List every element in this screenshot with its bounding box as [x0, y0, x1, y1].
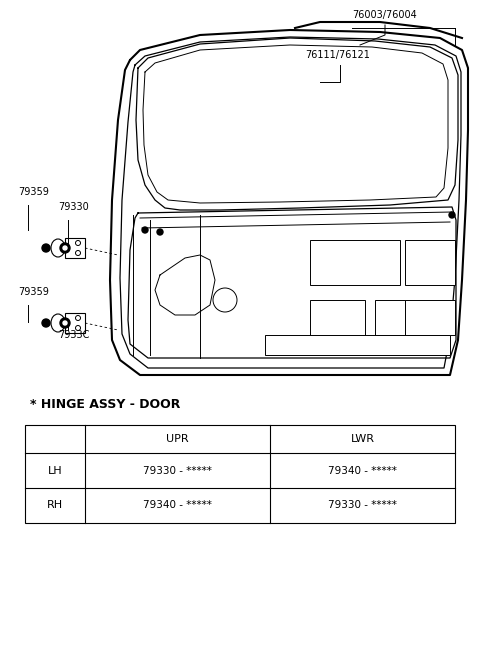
Bar — [25, 425, 455, 523]
Text: 76003/76004: 76003/76004 — [352, 10, 417, 20]
Text: 79340 - *****: 79340 - ***** — [143, 501, 212, 510]
Text: 79330 - *****: 79330 - ***** — [328, 501, 397, 510]
Bar — [310, 240, 400, 285]
Ellipse shape — [51, 239, 65, 257]
Circle shape — [157, 229, 163, 235]
Text: UPR: UPR — [166, 434, 189, 444]
Circle shape — [449, 212, 455, 218]
Text: 79330 - *****: 79330 - ***** — [143, 466, 212, 476]
Bar — [65, 238, 85, 258]
Bar — [405, 240, 455, 285]
Circle shape — [63, 246, 67, 250]
Text: * HINGE ASSY - DOOR: * HINGE ASSY - DOOR — [30, 398, 180, 411]
Circle shape — [60, 318, 70, 328]
Text: 79330: 79330 — [58, 202, 89, 212]
Text: LWR: LWR — [350, 434, 374, 444]
Circle shape — [60, 243, 70, 253]
Bar — [405, 300, 455, 335]
Bar — [65, 313, 85, 333]
Text: 7933C: 7933C — [58, 330, 89, 340]
Circle shape — [63, 321, 67, 325]
Circle shape — [142, 227, 148, 233]
Text: LH: LH — [48, 466, 62, 476]
Bar — [310, 300, 365, 335]
Text: RH: RH — [47, 501, 63, 510]
Bar — [265, 335, 450, 355]
Text: 76111/76121: 76111/76121 — [305, 50, 370, 60]
Text: 79359: 79359 — [18, 187, 49, 197]
Text: 79340 - *****: 79340 - ***** — [328, 466, 397, 476]
Ellipse shape — [51, 314, 65, 332]
Bar — [375, 300, 405, 335]
Circle shape — [42, 244, 50, 252]
Circle shape — [42, 319, 50, 327]
Text: 79359: 79359 — [18, 287, 49, 297]
